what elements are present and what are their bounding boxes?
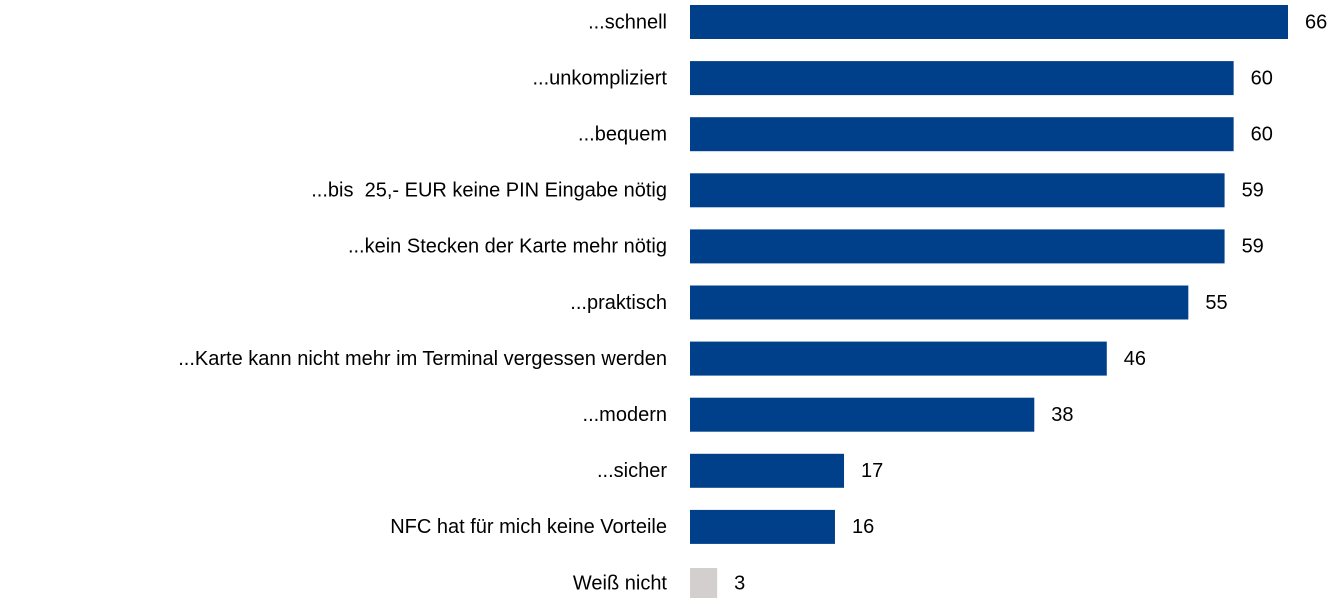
- bar: [690, 173, 1225, 208]
- category-label: ...bequem: [578, 123, 667, 145]
- value-label: 38: [1051, 404, 1073, 426]
- bar: [690, 453, 845, 488]
- category-label: ...unkompliziert: [533, 67, 668, 89]
- category-label: ...schnell: [588, 11, 667, 33]
- value-label: 60: [1251, 67, 1273, 89]
- category-label: ...sicher: [597, 460, 667, 482]
- value-label: 60: [1251, 123, 1273, 145]
- value-label: 16: [852, 516, 874, 538]
- category-label: ...kein Stecken der Karte mehr nötig: [348, 236, 667, 258]
- bar: [690, 568, 718, 598]
- bar: [690, 5, 1288, 39]
- value-label: 59: [1242, 236, 1264, 258]
- bar: [690, 509, 835, 544]
- value-label: 55: [1205, 292, 1227, 314]
- bar: [690, 285, 1189, 320]
- bar: [690, 61, 1234, 96]
- category-label: ...Karte kann nicht mehr im Terminal ver…: [178, 348, 667, 370]
- category-label: ...bis 25,- EUR keine PIN Eingabe nötig: [311, 180, 667, 202]
- value-label: 46: [1124, 348, 1146, 370]
- value-label: 59: [1242, 180, 1264, 202]
- bar: [690, 397, 1035, 432]
- value-label: 17: [861, 460, 883, 482]
- category-label: Weiß nicht: [573, 572, 668, 594]
- bar: [690, 229, 1225, 264]
- value-label: 66: [1305, 11, 1327, 33]
- category-label: ...praktisch: [570, 292, 667, 314]
- bar: [690, 341, 1107, 376]
- value-label: 3: [734, 572, 745, 594]
- category-label: NFC hat für mich keine Vorteile: [390, 516, 667, 538]
- bar: [690, 117, 1234, 152]
- category-label: ...modern: [583, 404, 667, 426]
